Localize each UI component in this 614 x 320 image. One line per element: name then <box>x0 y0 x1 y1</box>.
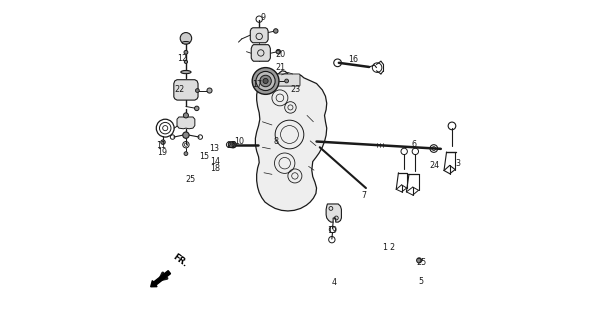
FancyArrow shape <box>150 271 171 287</box>
Circle shape <box>195 89 200 92</box>
Text: 12: 12 <box>177 54 187 63</box>
Text: 13: 13 <box>209 144 219 153</box>
Text: 3: 3 <box>455 159 460 168</box>
Text: 18: 18 <box>210 164 220 173</box>
Polygon shape <box>251 28 268 43</box>
Circle shape <box>252 68 279 94</box>
Circle shape <box>260 75 271 87</box>
Text: 26: 26 <box>227 141 237 150</box>
Polygon shape <box>174 80 198 100</box>
Circle shape <box>184 50 188 54</box>
Text: 8: 8 <box>274 137 279 146</box>
Circle shape <box>285 79 289 83</box>
FancyBboxPatch shape <box>268 74 300 86</box>
Text: 21: 21 <box>276 63 286 72</box>
Text: 25: 25 <box>185 175 195 184</box>
Text: 25: 25 <box>416 258 427 267</box>
Text: 7: 7 <box>362 191 367 200</box>
Circle shape <box>184 113 188 118</box>
Text: 6: 6 <box>411 140 416 149</box>
Polygon shape <box>326 204 341 222</box>
Ellipse shape <box>182 42 190 44</box>
Text: 24: 24 <box>430 161 440 170</box>
Circle shape <box>161 140 165 144</box>
Circle shape <box>276 50 281 54</box>
Circle shape <box>184 152 188 156</box>
Circle shape <box>228 142 234 148</box>
Text: 9: 9 <box>260 13 266 22</box>
Text: 19: 19 <box>157 148 168 156</box>
Text: 23: 23 <box>290 85 301 94</box>
Circle shape <box>256 71 275 91</box>
Text: 17: 17 <box>252 80 262 89</box>
Text: FR.: FR. <box>171 252 188 269</box>
Text: 19: 19 <box>327 226 337 235</box>
Text: 4: 4 <box>332 278 337 287</box>
Polygon shape <box>177 117 195 129</box>
Circle shape <box>183 132 189 138</box>
Text: 15: 15 <box>200 152 209 161</box>
Circle shape <box>180 33 192 44</box>
Text: 5: 5 <box>418 277 423 286</box>
Text: 16: 16 <box>348 55 358 64</box>
Ellipse shape <box>181 70 191 74</box>
Text: 22: 22 <box>175 85 185 94</box>
Polygon shape <box>251 45 270 61</box>
Circle shape <box>274 29 278 33</box>
Circle shape <box>195 106 199 111</box>
Text: 2: 2 <box>389 243 394 252</box>
Text: 11: 11 <box>156 141 166 150</box>
Circle shape <box>417 258 422 263</box>
Text: 20: 20 <box>276 50 286 59</box>
Text: 1: 1 <box>382 243 387 252</box>
Circle shape <box>263 78 268 84</box>
Text: 14: 14 <box>210 157 220 166</box>
Circle shape <box>184 60 187 63</box>
Circle shape <box>230 141 236 148</box>
Circle shape <box>207 88 212 93</box>
Text: 10: 10 <box>234 137 244 146</box>
Polygon shape <box>255 71 327 211</box>
